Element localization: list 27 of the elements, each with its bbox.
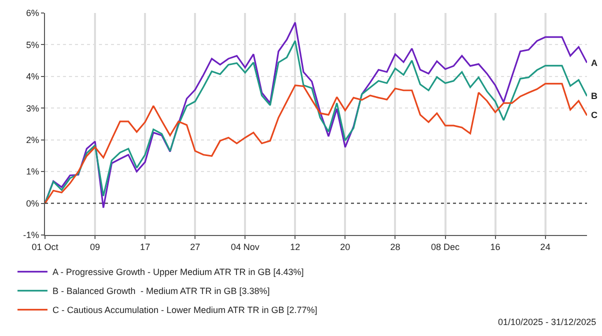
legend-label: A - Progressive Growth - Upper Medium ATR TR in GB [4.43%] [52, 267, 304, 278]
text: 01/10/2025 - 31/12/2025 [498, 317, 596, 327]
line-series [45, 82, 587, 204]
text: A [591, 58, 598, 68]
x-tick-label: 04 Nov [230, 242, 260, 252]
y-tick-label: -1% [23, 230, 40, 240]
y-tick-label: 6% [26, 8, 40, 18]
x-tick-label: 08 Dec [430, 242, 460, 252]
legend-label: B - Balanced Growth - Medium ATR TR in GB [3.38%] [52, 286, 270, 296]
x-tick-label: 17 [140, 242, 150, 252]
y-tick-label: 4% [26, 72, 40, 82]
x-tick-label: 01 Oct [32, 242, 59, 252]
y-tick-label: 3% [26, 103, 40, 114]
y-tick-label: 1% [26, 166, 40, 177]
x-tick-label: 28 [390, 242, 400, 252]
y-tick-label: 0% [26, 198, 40, 208]
y-tick-label: 5% [26, 40, 40, 50]
legend-label: C - Cautious Accumulation - Lower Medium ATR TR in GB [2.77%] [52, 305, 318, 316]
text: B [591, 91, 598, 101]
x-tick-label: 27 [190, 242, 200, 252]
x-tick-label: 20 [340, 242, 350, 252]
x-tick-label: 09 [90, 242, 100, 252]
text: C [591, 110, 598, 120]
x-tick-label: 12 [290, 242, 300, 252]
x-tick-label: 16 [490, 242, 500, 252]
y-tick-label: 2% [26, 135, 40, 146]
x-tick-label: 24 [540, 242, 550, 252]
